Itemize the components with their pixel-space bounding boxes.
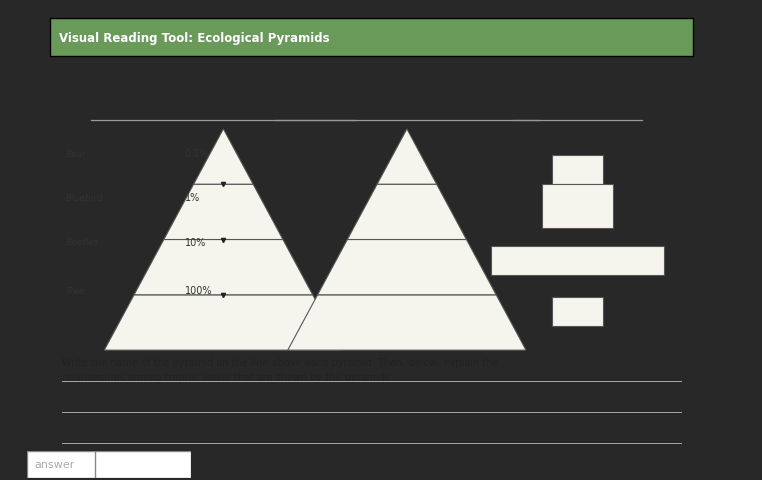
- Polygon shape: [377, 130, 437, 185]
- Text: 100%: 100%: [184, 286, 213, 296]
- Bar: [491, 247, 664, 276]
- Text: Bear: Bear: [66, 149, 87, 158]
- Text: Write the name of the pyramid on the line above each pyramid. Then, below, expla: Write the name of the pyramid on the lin…: [62, 357, 499, 383]
- Text: Visual Reading Tool: Ecological Pyramids: Visual Reading Tool: Ecological Pyramids: [59, 32, 330, 45]
- Polygon shape: [164, 185, 283, 240]
- Polygon shape: [104, 295, 342, 350]
- Text: 0.1%: 0.1%: [184, 149, 209, 159]
- FancyBboxPatch shape: [50, 19, 693, 57]
- Text: 10%: 10%: [184, 237, 207, 247]
- Polygon shape: [194, 130, 253, 185]
- Text: Bluebird: Bluebird: [66, 193, 104, 203]
- Polygon shape: [288, 295, 526, 350]
- Polygon shape: [318, 240, 496, 295]
- Text: 1%: 1%: [184, 193, 200, 203]
- Polygon shape: [134, 240, 312, 295]
- Text: answer: answer: [35, 459, 75, 469]
- Text: Tree: Tree: [66, 286, 85, 295]
- Polygon shape: [347, 185, 466, 240]
- Bar: [552, 156, 604, 185]
- Bar: [552, 298, 604, 326]
- Bar: [542, 185, 613, 229]
- Text: Beetles: Beetles: [66, 238, 99, 247]
